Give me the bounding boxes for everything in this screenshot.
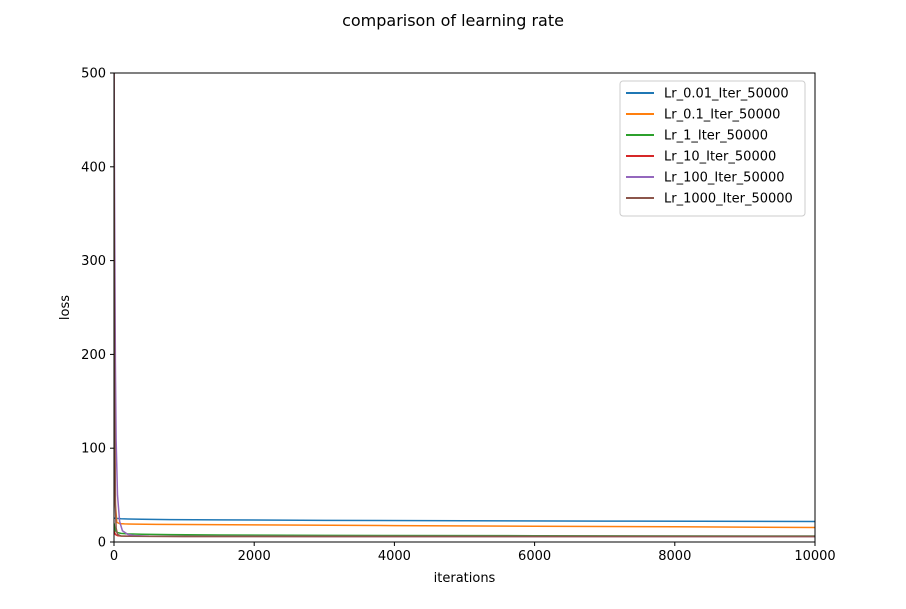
legend-box: [619, 80, 806, 217]
x-tick-label: 8000: [658, 549, 691, 564]
y-tick-label: 500: [81, 67, 106, 82]
x-axis-label: iterations: [434, 571, 496, 586]
series-line-5: [114, 73, 815, 538]
legend-label-3: Lr_10_Iter_50000: [664, 150, 776, 165]
legend-label-1: Lr_0.1_Iter_50000: [664, 108, 780, 123]
x-axis: 0 2000 4000 6000 8000 10000: [110, 542, 836, 564]
legend: Lr_0.01_Iter_50000 Lr_0.1_Iter_50000 Lr_1_…: [619, 80, 806, 217]
x-tick-label: 0: [110, 549, 118, 564]
series-layer: [114, 73, 815, 538]
x-tick-label: 10000: [794, 549, 835, 564]
y-axis: 0 100 200 300 400 500: [81, 67, 114, 551]
y-tick-label: 300: [81, 254, 106, 269]
y-tick-label: 200: [81, 348, 106, 363]
legend-label-0: Lr_0.01_Iter_50000: [664, 87, 789, 102]
legend-label-5: Lr_1000_Iter_50000: [664, 192, 793, 207]
x-tick-label: 6000: [518, 549, 551, 564]
y-tick-label: 0: [98, 536, 106, 551]
y-axis-label: loss: [58, 295, 73, 320]
x-tick-label: 4000: [378, 549, 411, 564]
series-line-0: [114, 517, 815, 523]
legend-label-2: Lr_1_Iter_50000: [664, 129, 768, 144]
legend-label-4: Lr_100_Iter_50000: [664, 171, 785, 186]
chart-title: comparison of learning rate: [342, 11, 564, 30]
plot-frame: [113, 72, 816, 543]
y-tick-label: 100: [81, 442, 106, 457]
y-tick-label: 400: [81, 160, 106, 175]
x-tick-label: 2000: [238, 549, 271, 564]
